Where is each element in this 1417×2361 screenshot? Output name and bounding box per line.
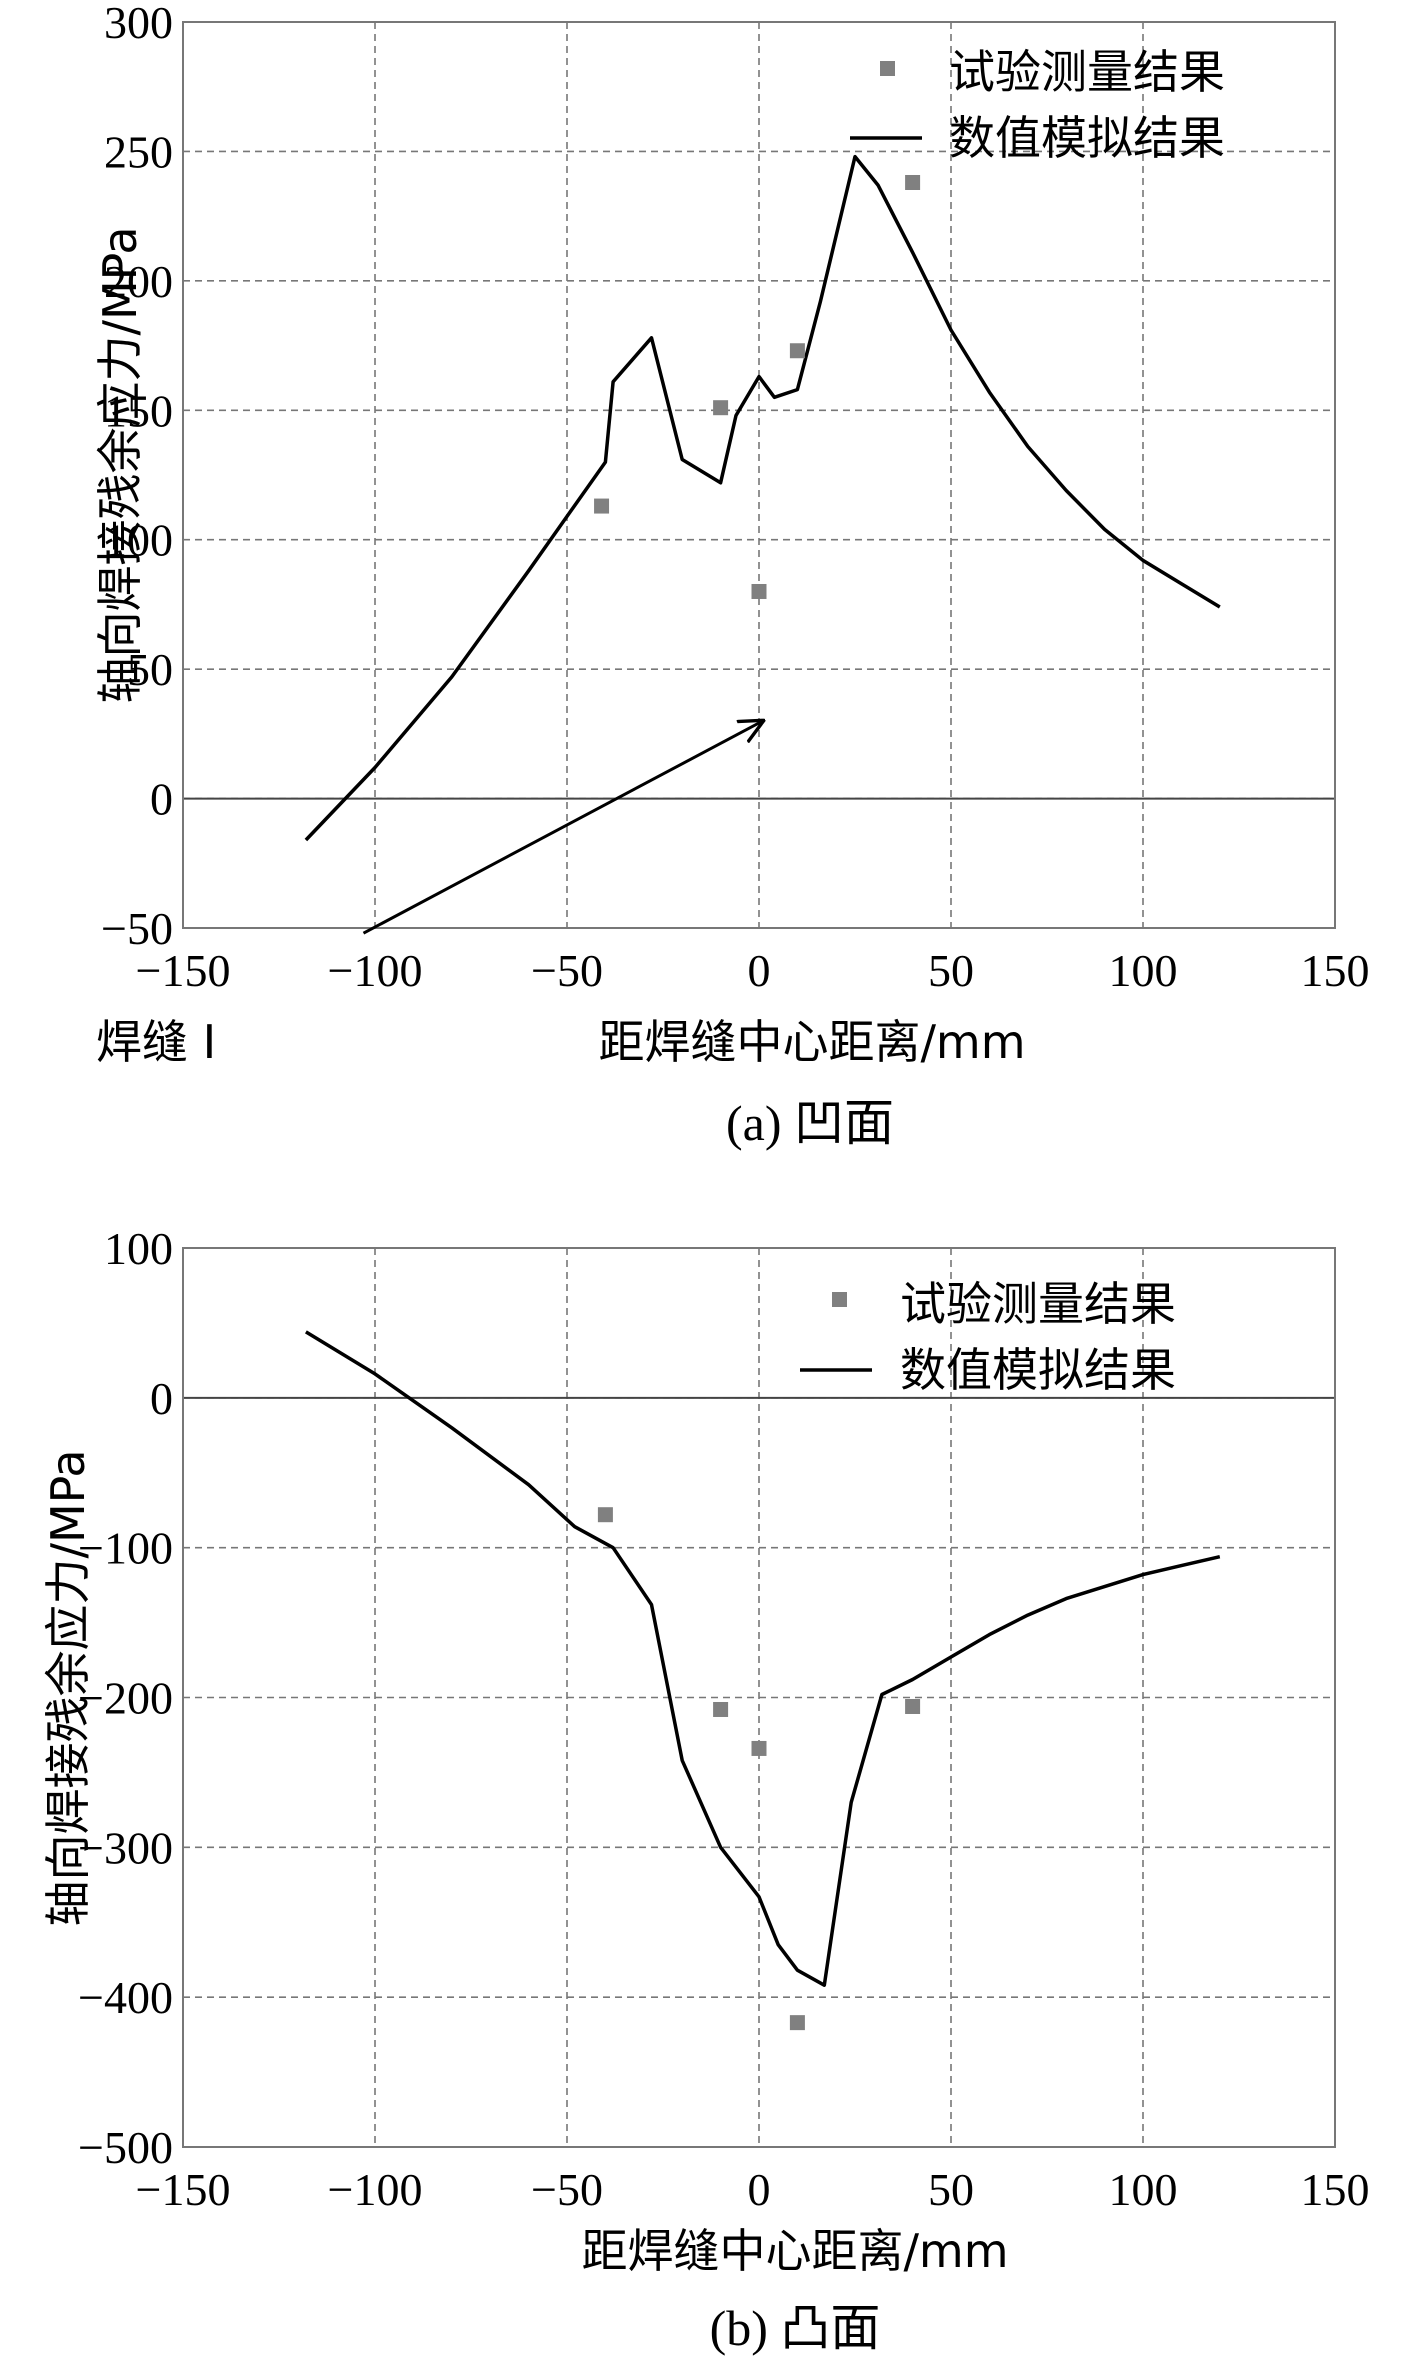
- x-tick-label: 150: [1301, 945, 1370, 996]
- x-tick-label: −100: [328, 945, 423, 996]
- x-tick-label: −50: [531, 945, 603, 996]
- chart-a-x-axis-title: 距焊缝中心距离/mm: [598, 1015, 1025, 1069]
- y-tick-label: 250: [104, 126, 173, 177]
- chart-a-legend: 试验测量结果 数值模拟结果: [850, 45, 1225, 165]
- y-tick-label: −100: [78, 1523, 173, 1574]
- x-tick-label: 50: [928, 945, 974, 996]
- chart-b-x-axis-title: 距焊缝中心距离/mm: [581, 2224, 1008, 2278]
- chart-a-legend-marker: [880, 61, 895, 76]
- y-tick-label: −300: [78, 1822, 173, 1873]
- measurement-point: [751, 583, 767, 599]
- x-tick-label: −50: [531, 2164, 603, 2215]
- chart-a-weld-label: 焊缝 I: [96, 1015, 216, 1069]
- chart-b-measurement-points: [597, 1507, 921, 2031]
- chart-b-plot-frame: [182, 1247, 1336, 2148]
- chart-b-caption: (b) 凸面: [710, 2300, 881, 2356]
- chart-a-x-tick-labels: −150 −100 −50 0 50 100 150: [136, 945, 1370, 996]
- x-tick-label: −150: [136, 945, 231, 996]
- y-tick-label: 0: [150, 1373, 173, 1424]
- chart-a-weld-arrow: [362, 721, 762, 935]
- chart-a-legend-simulated: 数值模拟结果: [949, 111, 1225, 165]
- measurement-point: [713, 400, 729, 416]
- x-tick-label: 100: [1109, 2164, 1178, 2215]
- y-tick-label: 150: [104, 385, 173, 436]
- chart-b-x-tick-labels: −150 −100 −50 0 50 100 150: [136, 2164, 1370, 2215]
- y-tick-label: 100: [104, 515, 173, 566]
- chart-b-legend-marker: [832, 1292, 847, 1307]
- x-tick-label: 0: [748, 2164, 771, 2215]
- chart-b-legend: 试验测量结果 数值模拟结果: [800, 1277, 1176, 1397]
- chart-b-y-tick-labels: −500 −400 −300 −200 −100 0 100: [78, 1223, 173, 2173]
- y-tick-label: 300: [104, 0, 173, 48]
- chart-a-y-tick-labels: −50 0 50 100 150 200 250 300: [101, 0, 173, 954]
- measurement-point: [594, 498, 610, 514]
- measurement-point: [905, 174, 921, 190]
- x-tick-label: −150: [136, 2164, 231, 2215]
- x-tick-label: −100: [328, 2164, 423, 2215]
- y-tick-label: −200: [78, 1673, 173, 1724]
- chart-a-legend-measured: 试验测量结果: [949, 45, 1225, 99]
- y-tick-label: 100: [104, 1223, 173, 1274]
- chart-a-caption: (a) 凹面: [726, 1095, 894, 1151]
- chart-b-legend-measured: 试验测量结果: [900, 1277, 1176, 1331]
- y-tick-label: −50: [101, 903, 173, 954]
- chart-a-concave: −50 0 50 100 150 200 250 300 −150 −100 −50 0 50 100 1…: [93, 0, 1370, 1151]
- measurement-point: [789, 2015, 805, 2031]
- measurement-point: [597, 1507, 613, 1523]
- y-tick-label: 0: [150, 774, 173, 825]
- x-tick-label: 0: [748, 945, 771, 996]
- chart-a-y-axis-title: 轴向焊接残余应力/MPa: [93, 226, 147, 703]
- chart-a-plot-frame: [182, 21, 1336, 929]
- x-tick-label: 50: [928, 2164, 974, 2215]
- x-tick-label: 150: [1301, 2164, 1370, 2215]
- y-tick-label: 200: [104, 256, 173, 307]
- chart-b-y-axis-title: 轴向焊接残余应力/MPa: [41, 1449, 95, 1926]
- measurement-point: [713, 1701, 729, 1717]
- x-tick-label: 100: [1109, 945, 1178, 996]
- chart-b-simulation-line: [304, 1330, 1221, 1987]
- chart-b-legend-simulated: 数值模拟结果: [900, 1343, 1176, 1397]
- measurement-point: [751, 1740, 767, 1756]
- measurement-point: [789, 343, 805, 359]
- chart-a-simulation-line: [304, 154, 1221, 842]
- y-tick-label: 50: [127, 644, 173, 695]
- y-tick-label: −400: [78, 1972, 173, 2023]
- chart-a-measurement-points: [594, 174, 921, 599]
- measurement-point: [905, 1698, 921, 1714]
- y-tick-label: −500: [78, 2122, 173, 2173]
